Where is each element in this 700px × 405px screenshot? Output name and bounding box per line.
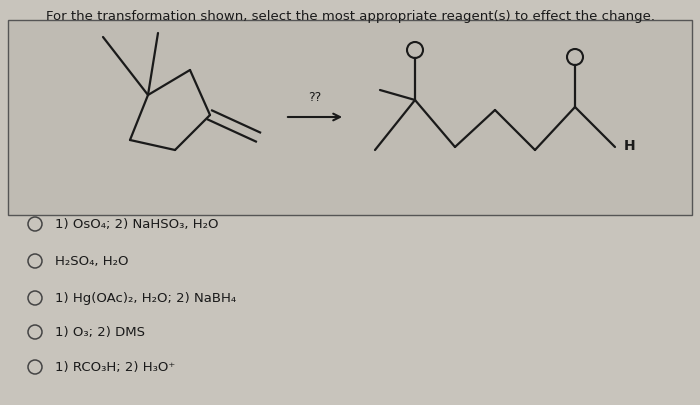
Text: 1) RCO₃H; 2) H₃O⁺: 1) RCO₃H; 2) H₃O⁺: [55, 360, 175, 373]
Text: For the transformation shown, select the most appropriate reagent(s) to effect t: For the transformation shown, select the…: [46, 10, 655, 23]
Text: 1) O₃; 2) DMS: 1) O₃; 2) DMS: [55, 326, 145, 339]
Text: 1) Hg(OAc)₂, H₂O; 2) NaBH₄: 1) Hg(OAc)₂, H₂O; 2) NaBH₄: [55, 292, 236, 305]
Text: H: H: [624, 139, 636, 153]
FancyBboxPatch shape: [8, 21, 692, 215]
Text: H₂SO₄, H₂O: H₂SO₄, H₂O: [55, 255, 129, 268]
Text: ??: ??: [309, 91, 321, 104]
Text: 1) OsO₄; 2) NaHSO₃, H₂O: 1) OsO₄; 2) NaHSO₃, H₂O: [55, 218, 218, 231]
